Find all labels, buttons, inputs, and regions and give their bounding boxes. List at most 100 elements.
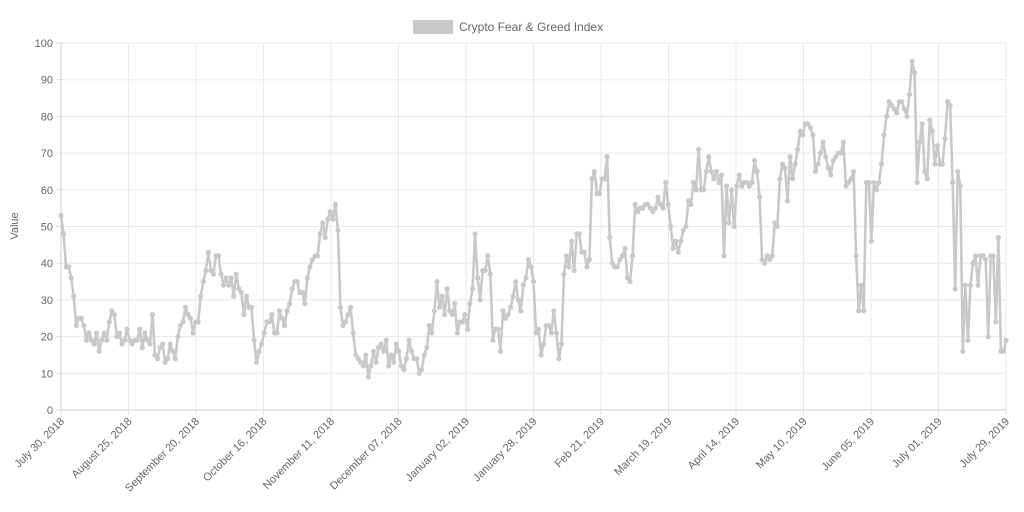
data-point[interactable] [302,300,308,307]
data-point[interactable] [502,315,509,321]
data-point[interactable] [162,359,168,365]
data-point[interactable] [142,330,148,336]
data-point[interactable] [873,187,880,193]
data-point[interactable] [109,308,115,314]
data-point[interactable] [934,143,941,149]
data-point[interactable] [447,308,453,314]
data-point[interactable] [696,146,702,153]
data-point[interactable] [485,253,491,259]
data-point[interactable] [591,168,598,175]
data-point[interactable] [815,161,821,167]
data-point[interactable] [556,356,562,362]
data-point[interactable] [236,286,242,292]
data-point[interactable] [759,256,765,263]
data-point[interactable] [274,330,280,336]
data-point[interactable] [83,337,89,343]
data-point[interactable] [614,264,620,270]
data-point[interactable] [58,212,64,219]
data-point[interactable] [434,278,440,285]
data-point[interactable] [284,308,290,314]
data-point[interactable] [965,337,971,343]
data-point[interactable] [414,356,420,362]
data-point[interactable] [944,99,951,105]
data-point[interactable] [675,249,681,255]
data-point[interactable] [878,161,885,167]
data-point[interactable] [632,201,638,208]
data-point[interactable] [889,102,895,108]
data-point[interactable] [868,238,874,244]
data-point[interactable] [528,264,534,270]
data-point[interactable] [962,282,968,288]
data-point[interactable] [838,150,844,156]
data-point[interactable] [335,227,341,233]
data-point[interactable] [345,311,351,318]
data-point[interactable] [711,176,717,182]
data-point[interactable] [652,205,659,211]
data-point[interactable] [266,319,272,325]
data-point[interactable] [147,341,153,347]
data-point[interactable] [375,345,382,351]
data-point[interactable] [856,308,862,314]
data-point[interactable] [718,172,725,178]
data-point[interactable] [358,359,364,365]
data-point[interactable] [144,337,150,343]
data-point[interactable] [919,121,925,127]
data-point[interactable] [805,121,811,127]
data-point[interactable] [487,271,493,277]
data-point[interactable] [947,102,953,108]
data-point[interactable] [327,209,333,215]
data-point[interactable] [950,179,956,186]
data-point[interactable] [276,308,283,314]
data-point[interactable] [134,337,140,343]
data-point[interactable] [289,286,295,292]
data-point[interactable] [520,282,526,288]
data-point[interactable] [660,205,666,211]
data-point[interactable] [635,209,641,215]
data-point[interactable] [96,348,102,354]
data-point[interactable] [299,289,305,296]
data-point[interactable] [823,154,829,160]
data-point[interactable] [325,216,331,222]
data-point[interactable] [703,168,709,175]
data-point[interactable] [586,256,592,263]
data-point[interactable] [782,165,788,171]
data-point[interactable] [871,179,877,186]
data-point[interactable] [68,275,74,281]
data-point[interactable] [850,168,857,175]
data-point[interactable] [538,352,544,358]
data-point[interactable] [706,154,712,160]
data-point[interactable] [66,264,72,270]
data-point[interactable] [281,322,288,329]
data-point[interactable] [200,278,206,285]
data-point[interactable] [523,275,529,281]
data-point[interactable] [792,161,798,167]
data-point[interactable] [208,267,214,274]
data-point[interactable] [917,139,923,145]
data-point[interactable] [121,337,128,343]
data-point[interactable] [317,231,323,237]
data-point[interactable] [309,256,316,263]
data-point[interactable] [678,238,684,244]
data-point[interactable] [441,311,448,318]
data-point[interactable] [251,337,257,343]
data-point[interactable] [386,363,392,369]
data-point[interactable] [914,179,920,186]
data-point[interactable] [891,106,897,112]
data-point[interactable] [233,271,239,277]
data-point[interactable] [960,348,966,354]
data-point[interactable] [391,359,397,365]
data-point[interactable] [820,139,826,145]
data-point[interactable] [149,311,156,318]
data-point[interactable] [619,253,626,259]
data-point[interactable] [721,253,727,259]
data-point[interactable] [571,267,577,274]
data-point[interactable] [884,113,890,119]
data-point[interactable] [116,330,123,336]
data-point[interactable] [866,179,872,186]
data-point[interactable] [195,319,201,325]
data-point[interactable] [513,278,519,285]
data-point[interactable] [640,205,646,211]
data-point[interactable] [764,253,770,259]
data-point[interactable] [927,117,933,123]
data-point[interactable] [472,231,478,237]
